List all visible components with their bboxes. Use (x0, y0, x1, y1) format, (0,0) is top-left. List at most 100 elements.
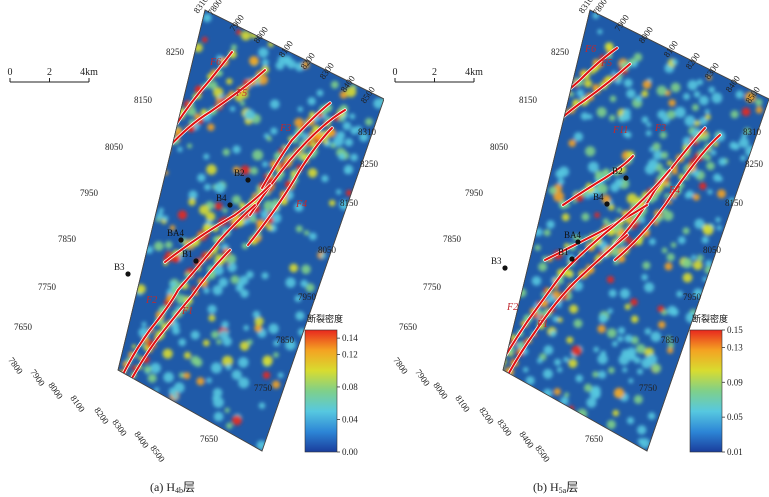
density-blob (573, 319, 583, 328)
density-blob (730, 110, 739, 119)
density-blob (642, 80, 652, 89)
density-blob (252, 310, 261, 319)
density-blob (118, 394, 123, 403)
density-blob (538, 262, 548, 272)
fracture-density-map-a: F6F5F3F4F2F1B2B4BA4B1B383107800790080008… (6, 0, 384, 464)
right-axis-label: 7850 (661, 335, 680, 345)
density-blob (154, 153, 163, 162)
density-blob (349, 113, 356, 120)
density-blob (536, 115, 544, 124)
fault-label: F4 (295, 199, 307, 210)
density-blob (250, 166, 258, 175)
density-blob (118, 379, 120, 385)
fault-label: F5 (600, 58, 612, 69)
density-blob (608, 114, 616, 122)
density-blob (572, 234, 579, 241)
density-blob (718, 157, 727, 166)
density-blob (676, 290, 684, 298)
fault-line (614, 134, 721, 261)
density-blob (583, 79, 593, 88)
density-blob (548, 186, 557, 195)
fault-line (261, 102, 331, 189)
left-axis-label: 8250 (551, 47, 570, 57)
density-blob (328, 199, 336, 207)
fault-label: F4 (668, 185, 680, 196)
density-blob (564, 392, 570, 398)
density-blob (246, 339, 253, 345)
density-blob (616, 207, 622, 213)
density-blob (619, 114, 627, 123)
density-blob (535, 136, 543, 145)
density-blob (666, 110, 676, 120)
density-blob (646, 122, 652, 128)
density-blob (344, 138, 353, 147)
density-blob (487, 373, 495, 381)
density-blob (568, 358, 578, 368)
density-blob (118, 384, 122, 389)
density-blob (543, 229, 551, 237)
density-blob (199, 204, 210, 215)
density-blob (659, 131, 667, 139)
density-blob (557, 178, 565, 186)
density-blob (693, 91, 701, 98)
density-blob (626, 417, 635, 425)
density-blob (554, 101, 562, 109)
density-blob (246, 270, 254, 279)
density-blob (179, 372, 185, 379)
density-blob (270, 127, 278, 135)
density-blob (518, 341, 525, 348)
density-blob (569, 304, 579, 314)
density-blob (536, 112, 544, 121)
density-blob (221, 321, 229, 329)
bottom-axis-label: 8000 (46, 380, 65, 401)
density-blob (553, 99, 560, 106)
colorbar-title: 断裂密度 (692, 313, 728, 324)
density-blob (231, 44, 237, 51)
density-blob (543, 345, 554, 355)
left-axis-label: 7650 (14, 322, 33, 332)
density-blob (240, 165, 250, 175)
density-blob (295, 311, 305, 321)
density-blob (140, 172, 147, 180)
well-label: B2 (234, 168, 245, 178)
density-blob (744, 91, 756, 103)
density-blob (561, 213, 570, 222)
density-blob (208, 80, 218, 90)
density-blob (145, 168, 151, 175)
colorbar-tick-label: 0.01 (727, 447, 743, 457)
density-blob (705, 114, 711, 120)
density-blob (651, 363, 661, 373)
left-axis-label: 7950 (465, 188, 484, 198)
density-blob (559, 91, 568, 100)
fault-label: F3 (654, 123, 666, 134)
density-blob (573, 132, 584, 142)
density-blob (503, 364, 504, 370)
density-blob (125, 380, 133, 388)
left-axis-label: 7850 (58, 234, 77, 244)
map-panel-b: F6 F5 F11 F3 F4 F2 F1 B2 B4 BA4 B1 B3 8310 7800 7900 80… (385, 0, 769, 497)
fault-line (164, 184, 271, 263)
scale-bar-label: 0 (393, 67, 398, 78)
density-blob (711, 92, 723, 104)
density-blob (206, 164, 217, 175)
density-blob (525, 376, 535, 386)
density-blob (219, 330, 229, 340)
density-blob (122, 385, 129, 392)
density-blob (156, 212, 164, 220)
left-axis-label: 8050 (490, 142, 509, 152)
colorbar-tick-label: 0.04 (342, 414, 358, 424)
density-blob (644, 282, 655, 293)
density-blob (119, 389, 128, 398)
density-blob (533, 135, 541, 142)
density-blob (704, 154, 711, 161)
density-blob (754, 98, 763, 107)
bottom-axis-label: 8500 (148, 443, 167, 464)
density-blob (173, 120, 178, 125)
density-blob (606, 276, 615, 284)
colorbar-tick-label: 0.13 (727, 342, 743, 352)
left-axis-label: 8250 (166, 47, 185, 57)
density-blob (706, 161, 715, 171)
right-axis-label: 8310 (743, 127, 762, 137)
density-blob (587, 114, 593, 120)
density-blob (190, 355, 200, 365)
